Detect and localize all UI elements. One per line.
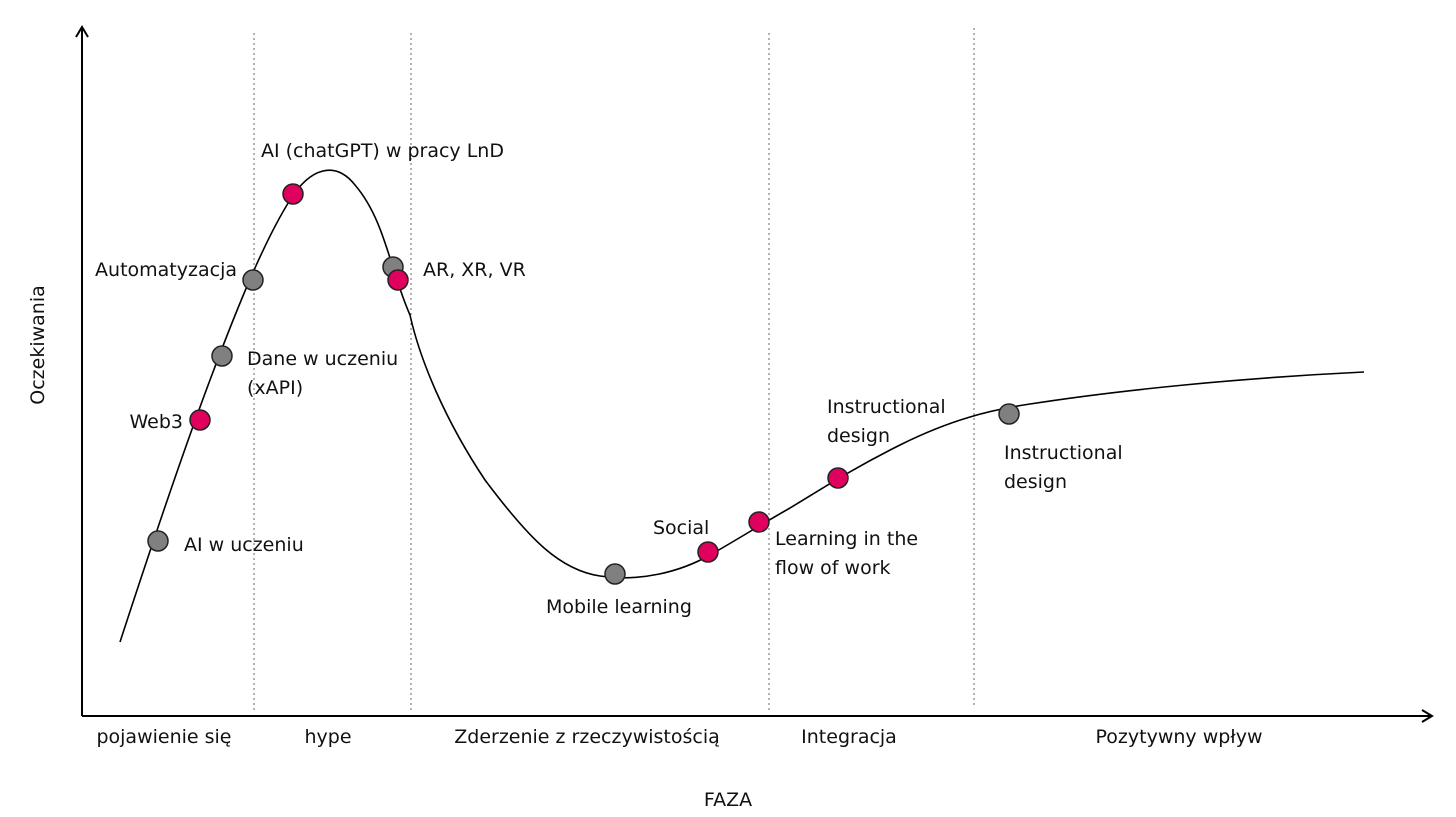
label-line: Instructional <box>827 396 946 418</box>
label-ai-chatgpt: AI (chatGPT) w pracy LnD <box>261 140 504 162</box>
label-line: design <box>827 425 890 447</box>
marker-ai-w-uczeniu <box>147 530 169 552</box>
label-line: flow of work <box>775 557 891 579</box>
label-line: (xAPI) <box>247 377 303 399</box>
marker-ar-xr-vr-pink <box>387 269 409 291</box>
phase-label-zderzenie: Zderzenie z rzeczywistością <box>454 726 720 748</box>
phase-label-pojawienie: pojawienie się <box>96 726 231 748</box>
label-learning-flow: Learning in the flow of work <box>775 528 924 579</box>
y-axis-title: Oczekiwania <box>27 285 49 405</box>
x-axis-arrow-icon <box>1421 709 1434 723</box>
x-axis-title: FAZA <box>704 789 752 811</box>
axes <box>75 25 1434 723</box>
marker-instructional-design-grey <box>998 403 1020 425</box>
label-line: Instructional <box>1004 442 1123 464</box>
marker-automatyzacja <box>242 269 264 291</box>
label-automatyzacja: Automatyzacja <box>95 259 237 281</box>
marker-dane-w-uczeniu <box>211 345 233 367</box>
marker-web3 <box>189 409 211 431</box>
phase-label-hype: hype <box>304 726 351 748</box>
label-line: Learning in the <box>775 528 918 550</box>
label-web3: Web3 <box>129 411 183 433</box>
markers <box>147 183 1020 585</box>
marker-mobile-learning <box>604 563 626 585</box>
label-mobile-learning: Mobile learning <box>546 596 692 618</box>
label-social: Social <box>653 517 709 539</box>
marker-ai-chatgpt <box>282 183 304 205</box>
marker-social <box>697 541 719 563</box>
label-instructional-design-pink: Instructional design <box>827 396 952 447</box>
label-line: Dane w uczeniu <box>247 348 398 370</box>
label-line: design <box>1004 471 1067 493</box>
marker-learning-flow <box>748 511 770 533</box>
y-axis-arrow-icon <box>75 25 89 38</box>
phase-label-pozytywny: Pozytywny wpływ <box>1096 726 1263 748</box>
phase-labels: pojawienie się hype Zderzenie z rzeczywi… <box>96 726 1262 748</box>
label-dane-w-uczeniu: Dane w uczeniu (xAPI) <box>247 348 404 399</box>
phase-label-integracja: Integracja <box>801 726 897 748</box>
label-ai-w-uczeniu: AI w uczeniu <box>184 534 304 556</box>
hype-curve <box>119 169 1365 643</box>
marker-instructional-design-pink <box>827 467 849 489</box>
label-ar-xr-vr: AR, XR, VR <box>423 259 526 281</box>
label-instructional-design-grey: Instructional design <box>1004 442 1129 493</box>
marker-labels: AI w uczeniu Web3 Dane w uczeniu (xAPI) … <box>95 140 1129 618</box>
